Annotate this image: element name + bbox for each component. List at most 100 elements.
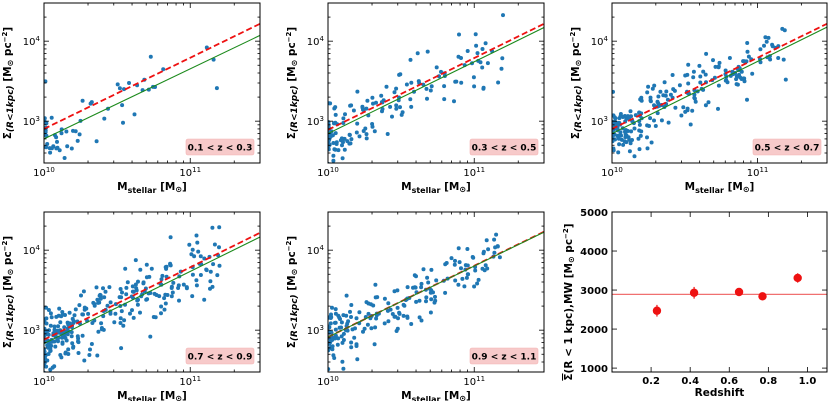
data-point — [58, 320, 63, 325]
data-point — [442, 97, 447, 102]
data-point — [648, 99, 653, 104]
data-point — [648, 95, 653, 100]
data-point — [632, 126, 637, 131]
y-tick-label: 5000 — [580, 208, 608, 219]
data-point — [339, 136, 344, 141]
data-point — [217, 263, 222, 268]
data-point — [424, 86, 429, 91]
data-point — [727, 56, 732, 60]
data-point — [76, 340, 81, 345]
data-point — [691, 69, 696, 74]
x-tick-label: 1010 — [33, 375, 55, 388]
data-point — [365, 322, 370, 327]
data-point — [734, 77, 739, 82]
data-point — [346, 319, 351, 324]
data-point — [64, 129, 69, 134]
data-point — [637, 110, 642, 115]
data-point — [138, 267, 143, 272]
data-point — [328, 321, 333, 326]
data-point — [119, 295, 124, 300]
data-point — [394, 329, 399, 333]
data-point — [49, 174, 53, 178]
data-point — [425, 49, 430, 54]
data-point — [766, 35, 771, 40]
data-point — [355, 121, 360, 126]
data-point — [347, 132, 352, 137]
data-point — [131, 315, 136, 320]
data-point — [432, 300, 437, 305]
x-tick-label: 0.2 — [642, 376, 660, 387]
data-point — [686, 81, 691, 86]
data-point — [354, 316, 359, 321]
data-point — [163, 301, 168, 306]
data-point — [144, 262, 149, 267]
data-point — [652, 306, 662, 315]
redshift-range-label: 0.1 < z < 0.3 — [188, 144, 253, 154]
data-point — [623, 132, 628, 137]
plot-area — [44, 225, 260, 372]
data-point — [49, 146, 54, 151]
data-point — [154, 293, 159, 297]
data-point — [44, 145, 49, 150]
data-point — [82, 305, 87, 310]
data-point — [86, 311, 91, 316]
data-point — [421, 82, 426, 87]
data-point — [652, 83, 657, 88]
red-dashed-line — [44, 22, 260, 130]
data-point — [46, 352, 51, 356]
data-point — [386, 319, 391, 324]
data-point — [198, 273, 203, 277]
data-point — [120, 103, 125, 108]
data-point — [456, 54, 461, 59]
data-point — [70, 341, 75, 346]
data-point — [478, 60, 483, 65]
data-point — [417, 315, 422, 320]
red-dashed-line — [328, 22, 544, 131]
data-point — [428, 290, 433, 295]
data-point — [348, 141, 353, 146]
data-point — [425, 96, 429, 101]
data-point — [105, 303, 110, 308]
data-point — [465, 263, 470, 268]
data-point — [433, 294, 437, 299]
data-point — [161, 67, 166, 72]
data-point — [44, 305, 49, 310]
data-point — [341, 331, 346, 336]
data-point — [632, 154, 637, 159]
data-point — [417, 298, 422, 303]
data-point — [673, 105, 678, 110]
data-point — [341, 366, 346, 371]
data-point — [67, 310, 72, 315]
data-point — [693, 99, 698, 104]
data-point — [670, 73, 675, 77]
data-point — [616, 120, 621, 125]
data-point — [71, 344, 76, 349]
data-point — [618, 112, 623, 116]
data-point — [706, 100, 711, 105]
data-point — [443, 290, 448, 295]
data-point — [394, 86, 399, 91]
data-point — [697, 63, 702, 68]
data-point — [345, 139, 350, 144]
x-tick-label: 1011 — [179, 375, 201, 388]
data-point — [783, 77, 788, 82]
data-point — [672, 88, 677, 93]
data-point — [336, 148, 341, 153]
x-tick-label: 1011 — [179, 166, 201, 179]
data-point — [662, 80, 667, 85]
data-point — [483, 41, 488, 46]
data-point — [330, 344, 335, 349]
data-point — [481, 85, 486, 90]
data-point — [745, 49, 750, 54]
data-point — [80, 333, 85, 338]
data-point — [124, 285, 129, 290]
data-point — [331, 353, 336, 358]
data-point — [96, 329, 101, 334]
data-point — [426, 280, 431, 285]
data-point — [462, 284, 467, 289]
data-point — [54, 314, 59, 319]
x-tick-label: 1011 — [463, 166, 485, 179]
data-point — [57, 148, 62, 153]
data-point — [54, 135, 59, 140]
data-point — [48, 323, 53, 328]
